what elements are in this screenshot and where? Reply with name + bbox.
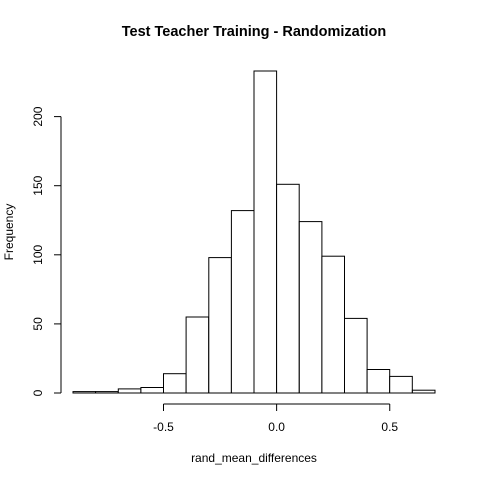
histogram-bar (72, 391, 97, 394)
histogram-bar (411, 389, 436, 394)
histogram-bar (389, 375, 413, 394)
x-tick-label: 0.0 (268, 420, 285, 434)
y-tick-label: 50 (31, 317, 45, 331)
histogram-bar (276, 183, 300, 394)
chart-title: Test Teacher Training - Randomization (122, 24, 387, 40)
histogram-bar (298, 221, 323, 394)
y-tick-label: 100 (31, 244, 45, 264)
histogram-bar (117, 388, 142, 394)
y-tick-label: 150 (31, 175, 45, 195)
histogram-bar (321, 255, 345, 394)
histogram-bar (230, 210, 255, 394)
x-axis-label: rand_mean_differences (191, 451, 317, 465)
x-axis: -0.5 0.0 0.5 (153, 403, 398, 434)
histogram-bar (366, 369, 391, 394)
y-tick-label: 0 (31, 389, 45, 396)
x-tick-label: 0.5 (381, 420, 398, 434)
histogram-bar (253, 70, 278, 394)
histogram-bar (95, 391, 119, 394)
y-tick-label: 200 (31, 106, 45, 126)
histogram-bar (208, 257, 232, 394)
histogram-bar (344, 317, 368, 394)
y-axis: 0 50 100 150 200 (31, 106, 62, 396)
histogram-bar (185, 316, 210, 394)
y-axis-label: Frequency (2, 204, 16, 261)
x-tick-label: -0.5 (153, 420, 174, 434)
histogram-bar (163, 373, 187, 394)
bars-group (72, 70, 436, 394)
histogram-bar (140, 387, 164, 394)
